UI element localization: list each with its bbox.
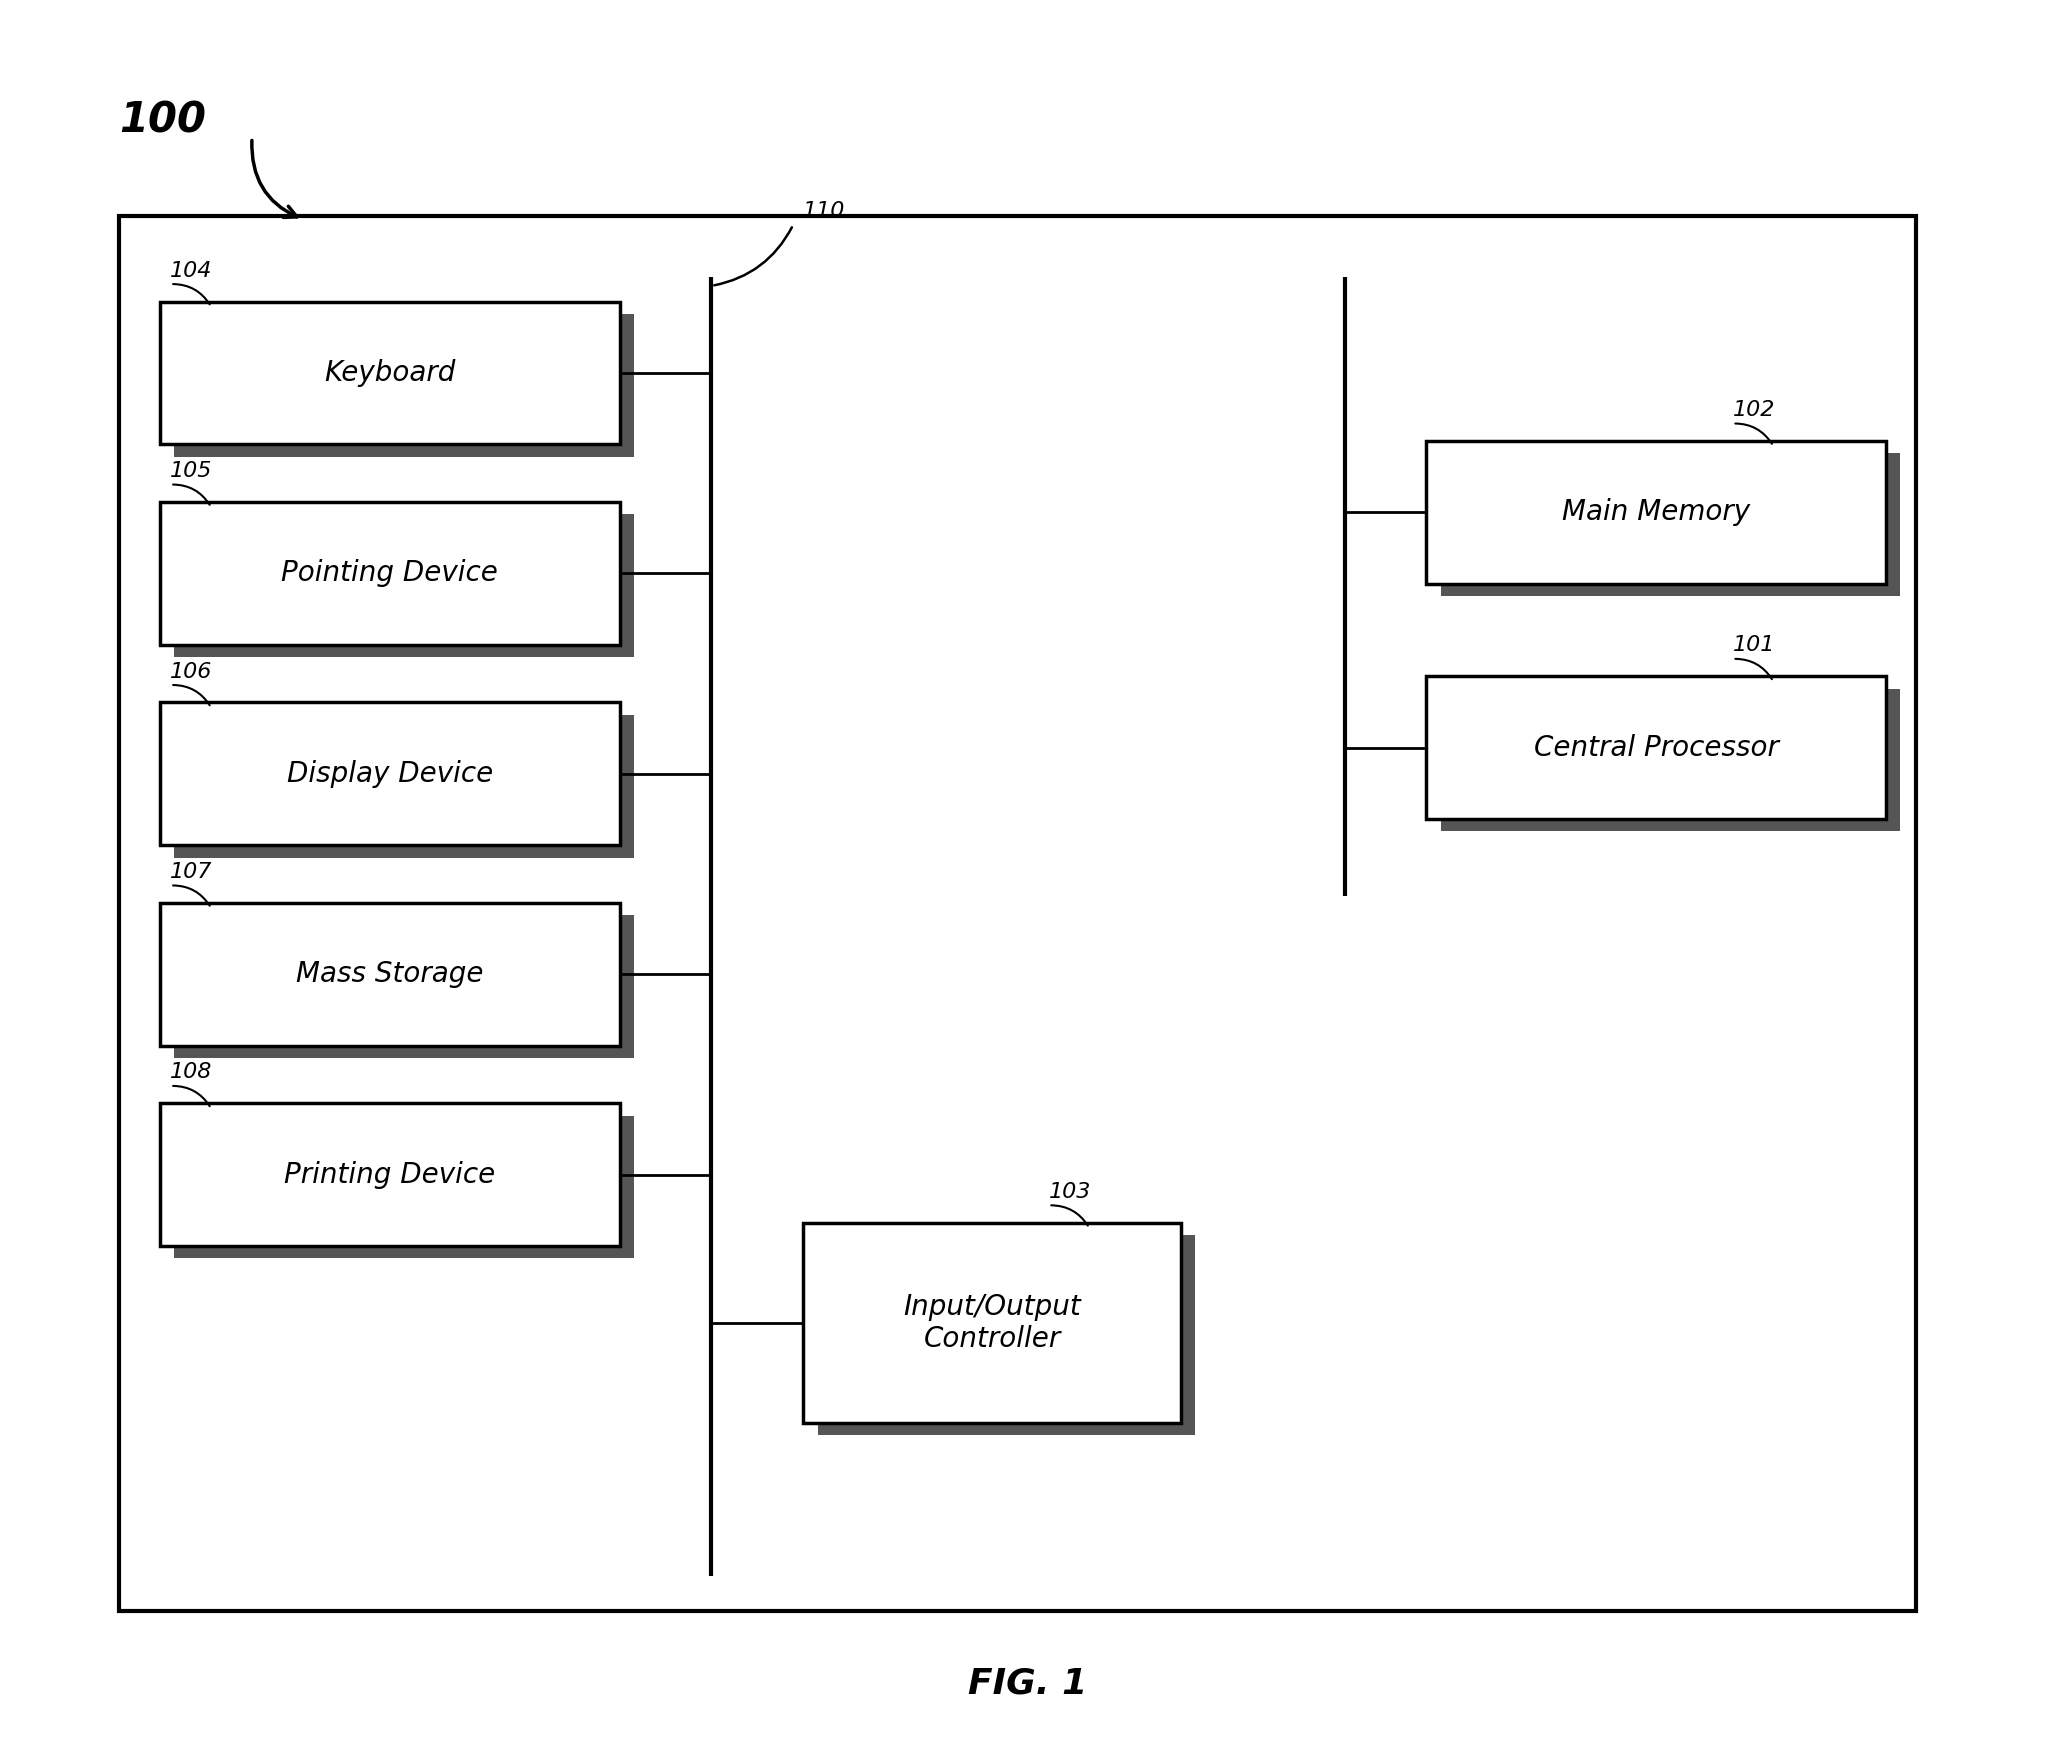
Bar	[175, 1116, 633, 1258]
Text: Mass Storage: Mass Storage	[296, 961, 483, 989]
Text: 103: 103	[1049, 1182, 1092, 1202]
Bar	[804, 1223, 1180, 1423]
Text: 108: 108	[171, 1063, 212, 1082]
Text: Display Device: Display Device	[286, 761, 493, 787]
Bar	[175, 315, 633, 457]
Bar	[160, 703, 619, 845]
Text: 102: 102	[1733, 401, 1774, 420]
Text: Printing Device: Printing Device	[284, 1161, 495, 1189]
Bar	[160, 903, 619, 1045]
Bar	[160, 503, 619, 645]
Text: 107: 107	[171, 863, 212, 882]
Text: 100: 100	[119, 98, 206, 141]
Bar	[175, 515, 633, 657]
Bar	[160, 302, 619, 445]
Bar	[1427, 441, 1885, 583]
Text: 110: 110	[804, 202, 845, 221]
Text: Input/Output
Controller: Input/Output Controller	[903, 1293, 1081, 1353]
Text: 104: 104	[171, 260, 212, 281]
Text: 106: 106	[171, 662, 212, 682]
Text: Central Processor: Central Processor	[1534, 734, 1778, 763]
Text: 101: 101	[1733, 636, 1774, 655]
Bar	[1427, 676, 1885, 819]
Bar	[818, 1235, 1195, 1435]
Bar	[160, 1103, 619, 1246]
Bar	[119, 216, 1916, 1611]
Text: FIG. 1: FIG. 1	[968, 1667, 1088, 1701]
Text: Pointing Device: Pointing Device	[282, 559, 498, 587]
Bar	[1441, 453, 1900, 596]
Bar	[175, 915, 633, 1058]
Text: 105: 105	[171, 460, 212, 481]
Text: Main Memory: Main Memory	[1563, 499, 1750, 527]
Bar	[1441, 689, 1900, 831]
Bar	[175, 715, 633, 857]
Text: Keyboard: Keyboard	[325, 358, 456, 387]
